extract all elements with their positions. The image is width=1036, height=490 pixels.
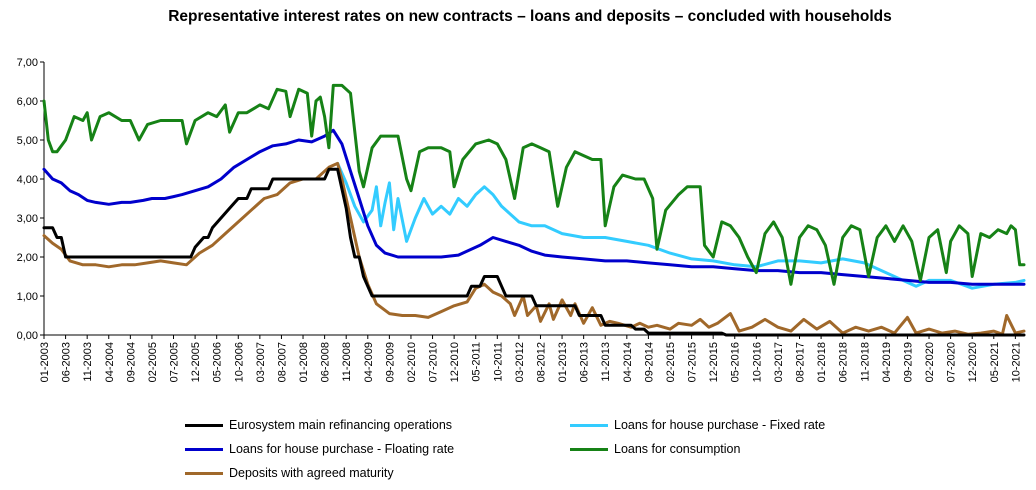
y-tick-label: 4,00 (17, 174, 38, 186)
x-tick-label: 07-2005 (169, 342, 181, 382)
x-tick-label: 01-2008 (298, 342, 310, 382)
x-tick-label: 05-2016 (730, 342, 742, 382)
x-tick-label: 01-2003 (39, 342, 51, 382)
legend-item-mro: Eurosystem main refinancing operations (185, 417, 545, 433)
x-tick-label: 09-2014 (643, 342, 655, 382)
x-tick-label: 02-2020 (924, 342, 936, 382)
x-tick-label: 03-2012 (514, 342, 526, 382)
x-tick-label: 07-2010 (428, 342, 440, 382)
legend-label-consumption: Loans for consumption (614, 442, 741, 456)
x-tick-label: 08-2017 (795, 342, 807, 382)
x-tick-label: 02-2005 (147, 342, 159, 382)
legend-swatch-mro (185, 424, 223, 427)
y-tick-label: 7,00 (17, 57, 38, 69)
x-tick-label: 03-2007 (255, 342, 267, 382)
x-tick-label: 01-2013 (557, 342, 569, 382)
x-tick-label: 11-2018 (859, 342, 871, 382)
x-tick-label: 10-2011 (492, 342, 504, 382)
x-tick-label: 02-2015 (665, 342, 677, 382)
y-tick-label: 0,00 (17, 330, 38, 342)
x-tick-label: 06-2003 (61, 342, 73, 382)
x-tick-label: 04-2019 (881, 342, 893, 382)
x-tick-label: 09-2009 (384, 342, 396, 382)
y-tick-label: 3,00 (17, 213, 38, 225)
chart-title: Representative interest rates on new con… (168, 8, 892, 25)
series-consumption-line (42, 83, 1026, 286)
y-tick-label: 2,00 (17, 252, 38, 264)
legend-label-fixed-rate: Loans for house purchase - Fixed rate (614, 418, 826, 432)
legend-item-deposits: Deposits with agreed maturity (185, 465, 545, 481)
x-tick-label: 06-2008 (320, 342, 332, 382)
series-fixed-rate-line (336, 161, 1026, 290)
x-tick-label: 04-2014 (622, 342, 634, 382)
series-deposits-line (42, 161, 1026, 336)
x-tick-label: 10-2006 (233, 342, 245, 382)
series-mro-line (42, 167, 1026, 337)
legend-label-mro: Eurosystem main refinancing operations (229, 418, 453, 432)
legend-swatch-consumption (570, 448, 608, 451)
x-tick-label: 02-2010 (406, 342, 418, 382)
x-tick-label: 05-2006 (212, 342, 224, 382)
x-tick-label: 12-2005 (190, 342, 202, 382)
x-tick-label: 09-2004 (125, 342, 137, 382)
y-tick-label: 5,00 (17, 135, 38, 147)
x-tick-label: 04-2004 (104, 342, 116, 382)
x-axis: 01-2003 06-2003 11-2003 04-2004 09-2004 02-20… (39, 334, 1024, 382)
x-tick-label: 08-2007 (276, 342, 288, 382)
legend-label-deposits: Deposits with agreed maturity (229, 466, 394, 480)
x-tick-label: 12-2020 (967, 342, 979, 382)
x-tick-label: 05-2011 (471, 342, 483, 382)
y-tick-label: 1,00 (17, 291, 38, 303)
legend-item-consumption: Loans for consumption (570, 441, 930, 457)
legend-label-floating-rate: Loans for house purchase - Floating rate (229, 442, 455, 456)
x-tick-label: 12-2010 (449, 342, 461, 382)
y-axis: 0,00 1,00 2,00 3,00 4,00 5,00 6,00 7,00 (17, 57, 45, 342)
legend-item-floating-rate: Loans for house purchase - Floating rate (185, 441, 545, 457)
legend-item-fixed-rate: Loans for house purchase - Fixed rate (570, 417, 930, 433)
legend-swatch-floating-rate (185, 448, 223, 451)
x-tick-label: 03-2017 (773, 342, 785, 382)
x-tick-label: 01-2018 (816, 342, 828, 382)
x-tick-label: 12-2015 (708, 342, 720, 382)
x-tick-label: 11-2003 (82, 342, 94, 382)
x-tick-label: 11-2008 (341, 342, 353, 382)
legend-swatch-fixed-rate (570, 424, 608, 427)
y-tick-label: 6,00 (17, 96, 38, 108)
series-lines (42, 83, 1026, 337)
x-tick-label: 10-2016 (751, 342, 763, 382)
x-tick-label: 05-2021 (989, 342, 1001, 382)
x-tick-label: 07-2020 (946, 342, 958, 382)
series-floating-rate-line (42, 128, 1026, 286)
x-tick-label: 04-2009 (363, 342, 375, 382)
x-tick-label: 06-2013 (579, 342, 591, 382)
x-tick-label: 09-2019 (902, 342, 914, 382)
x-tick-label: 08-2012 (535, 342, 547, 382)
x-tick-label: 07-2015 (687, 342, 699, 382)
x-tick-label: 10-2021 (1010, 342, 1022, 382)
x-tick-label: 11-2013 (600, 342, 612, 382)
legend-swatch-deposits (185, 472, 223, 475)
x-tick-label: 06-2018 (838, 342, 850, 382)
